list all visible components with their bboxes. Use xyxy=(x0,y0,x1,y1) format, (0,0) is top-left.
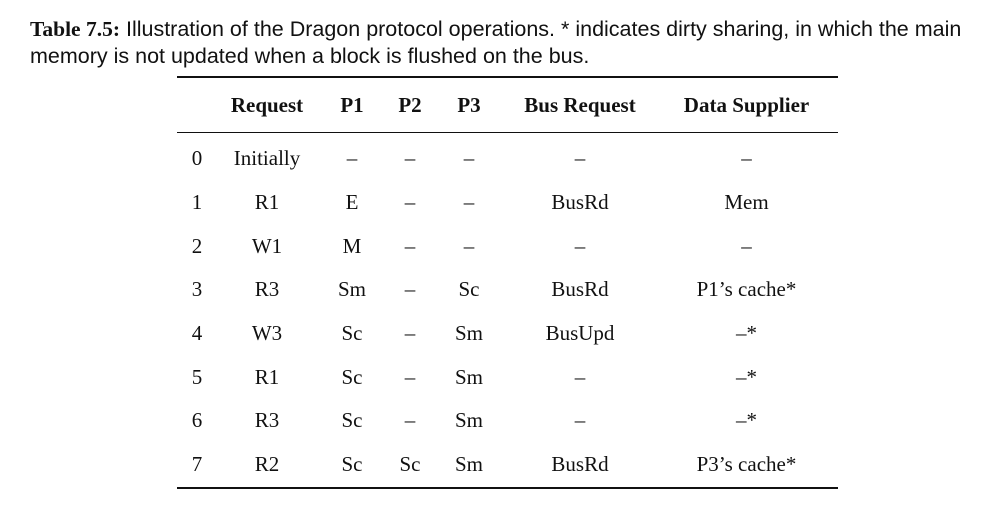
table-header-row: Request P1 P2 P3 Bus Request Data Suppli… xyxy=(177,77,838,133)
cell-index: 3 xyxy=(191,277,203,302)
cell-request: R3 xyxy=(254,408,280,433)
cell-data-supplier: –* xyxy=(736,321,757,346)
cell-p3: – xyxy=(463,146,475,171)
cell-p2: – xyxy=(404,233,416,258)
dragon-protocol-table-container: Request P1 P2 P3 Bus Request Data Suppli… xyxy=(177,76,838,489)
cell-p1: Sc xyxy=(341,364,363,389)
cell-bus-request: BusUpd xyxy=(545,321,615,346)
cell-request: Initially xyxy=(233,146,301,171)
table-row: 4 W3 Sc – Sm BusUpd –* xyxy=(177,312,838,356)
cell-request: R2 xyxy=(254,452,280,477)
cell-index: 5 xyxy=(191,364,203,389)
header-p1: P1 xyxy=(340,92,364,117)
table-row: 6 R3 Sc – Sm – –* xyxy=(177,399,838,443)
cell-data-supplier: Mem xyxy=(724,190,769,215)
header-bus-request: Bus Request xyxy=(524,92,636,117)
cell-p1: Sc xyxy=(341,321,363,346)
cell-index: 0 xyxy=(191,146,203,171)
caption-text: Illustration of the Dragon protocol oper… xyxy=(30,17,962,68)
cell-p1: M xyxy=(342,233,362,258)
table-row: 0 Initially – – – – – xyxy=(177,133,838,181)
cell-index: 1 xyxy=(191,190,203,215)
cell-p2: Sc xyxy=(399,452,421,477)
cell-data-supplier: P1’s cache* xyxy=(696,277,797,302)
cell-p3: Sm xyxy=(454,408,483,433)
cell-p1: Sc xyxy=(341,408,363,433)
cell-p3: Sm xyxy=(454,452,483,477)
header-p3: P3 xyxy=(457,92,481,117)
cell-request: R1 xyxy=(254,364,280,389)
cell-p2: – xyxy=(404,321,416,346)
cell-p3: – xyxy=(463,233,475,258)
cell-p3: Sm xyxy=(454,364,483,389)
cell-p2: – xyxy=(404,364,416,389)
table-row: 1 R1 E – – BusRd Mem xyxy=(177,181,838,225)
cell-p3: Sc xyxy=(458,277,480,302)
table-row: 7 R2 Sc Sc Sm BusRd P3’s cache* xyxy=(177,443,838,488)
cell-p1: – xyxy=(346,146,358,171)
cell-request: R3 xyxy=(254,277,280,302)
cell-request: W1 xyxy=(251,233,283,258)
caption-label: Table 7.5: xyxy=(30,17,120,41)
cell-bus-request: – xyxy=(574,146,586,171)
cell-p2: – xyxy=(404,277,416,302)
header-request: Request xyxy=(230,92,304,117)
cell-p3: Sm xyxy=(454,321,483,346)
table-row: 5 R1 Sc – Sm – –* xyxy=(177,355,838,399)
cell-index: 7 xyxy=(191,452,203,477)
cell-bus-request: BusRd xyxy=(551,190,609,215)
cell-bus-request: BusRd xyxy=(551,277,609,302)
cell-p1: Sc xyxy=(341,452,363,477)
cell-p1: Sm xyxy=(337,277,366,302)
cell-p2: – xyxy=(404,146,416,171)
cell-index: 6 xyxy=(191,408,203,433)
cell-data-supplier: P3’s cache* xyxy=(696,452,797,477)
cell-p2: – xyxy=(404,408,416,433)
cell-data-supplier: –* xyxy=(736,364,757,389)
cell-bus-request: – xyxy=(574,233,586,258)
cell-index: 2 xyxy=(191,233,203,258)
table-row: 3 R3 Sm – Sc BusRd P1’s cache* xyxy=(177,268,838,312)
cell-data-supplier: – xyxy=(741,146,752,171)
header-index xyxy=(177,77,217,133)
cell-p1: E xyxy=(345,190,359,215)
cell-bus-request: BusRd xyxy=(551,452,609,477)
table-row: 2 W1 M – – – – xyxy=(177,224,838,268)
header-data-supplier: Data Supplier xyxy=(683,92,810,117)
cell-request: R1 xyxy=(254,190,280,215)
cell-data-supplier: –* xyxy=(736,408,757,433)
header-p2: P2 xyxy=(398,92,422,117)
cell-bus-request: – xyxy=(574,408,586,433)
dragon-protocol-table: Request P1 P2 P3 Bus Request Data Suppli… xyxy=(177,76,838,489)
table-caption: Table 7.5: Illustration of the Dragon pr… xyxy=(30,16,1000,70)
cell-p2: – xyxy=(404,190,416,215)
cell-bus-request: – xyxy=(574,364,586,389)
cell-request: W3 xyxy=(251,321,283,346)
cell-data-supplier: – xyxy=(741,233,752,258)
cell-index: 4 xyxy=(191,321,203,346)
cell-p3: – xyxy=(463,190,475,215)
